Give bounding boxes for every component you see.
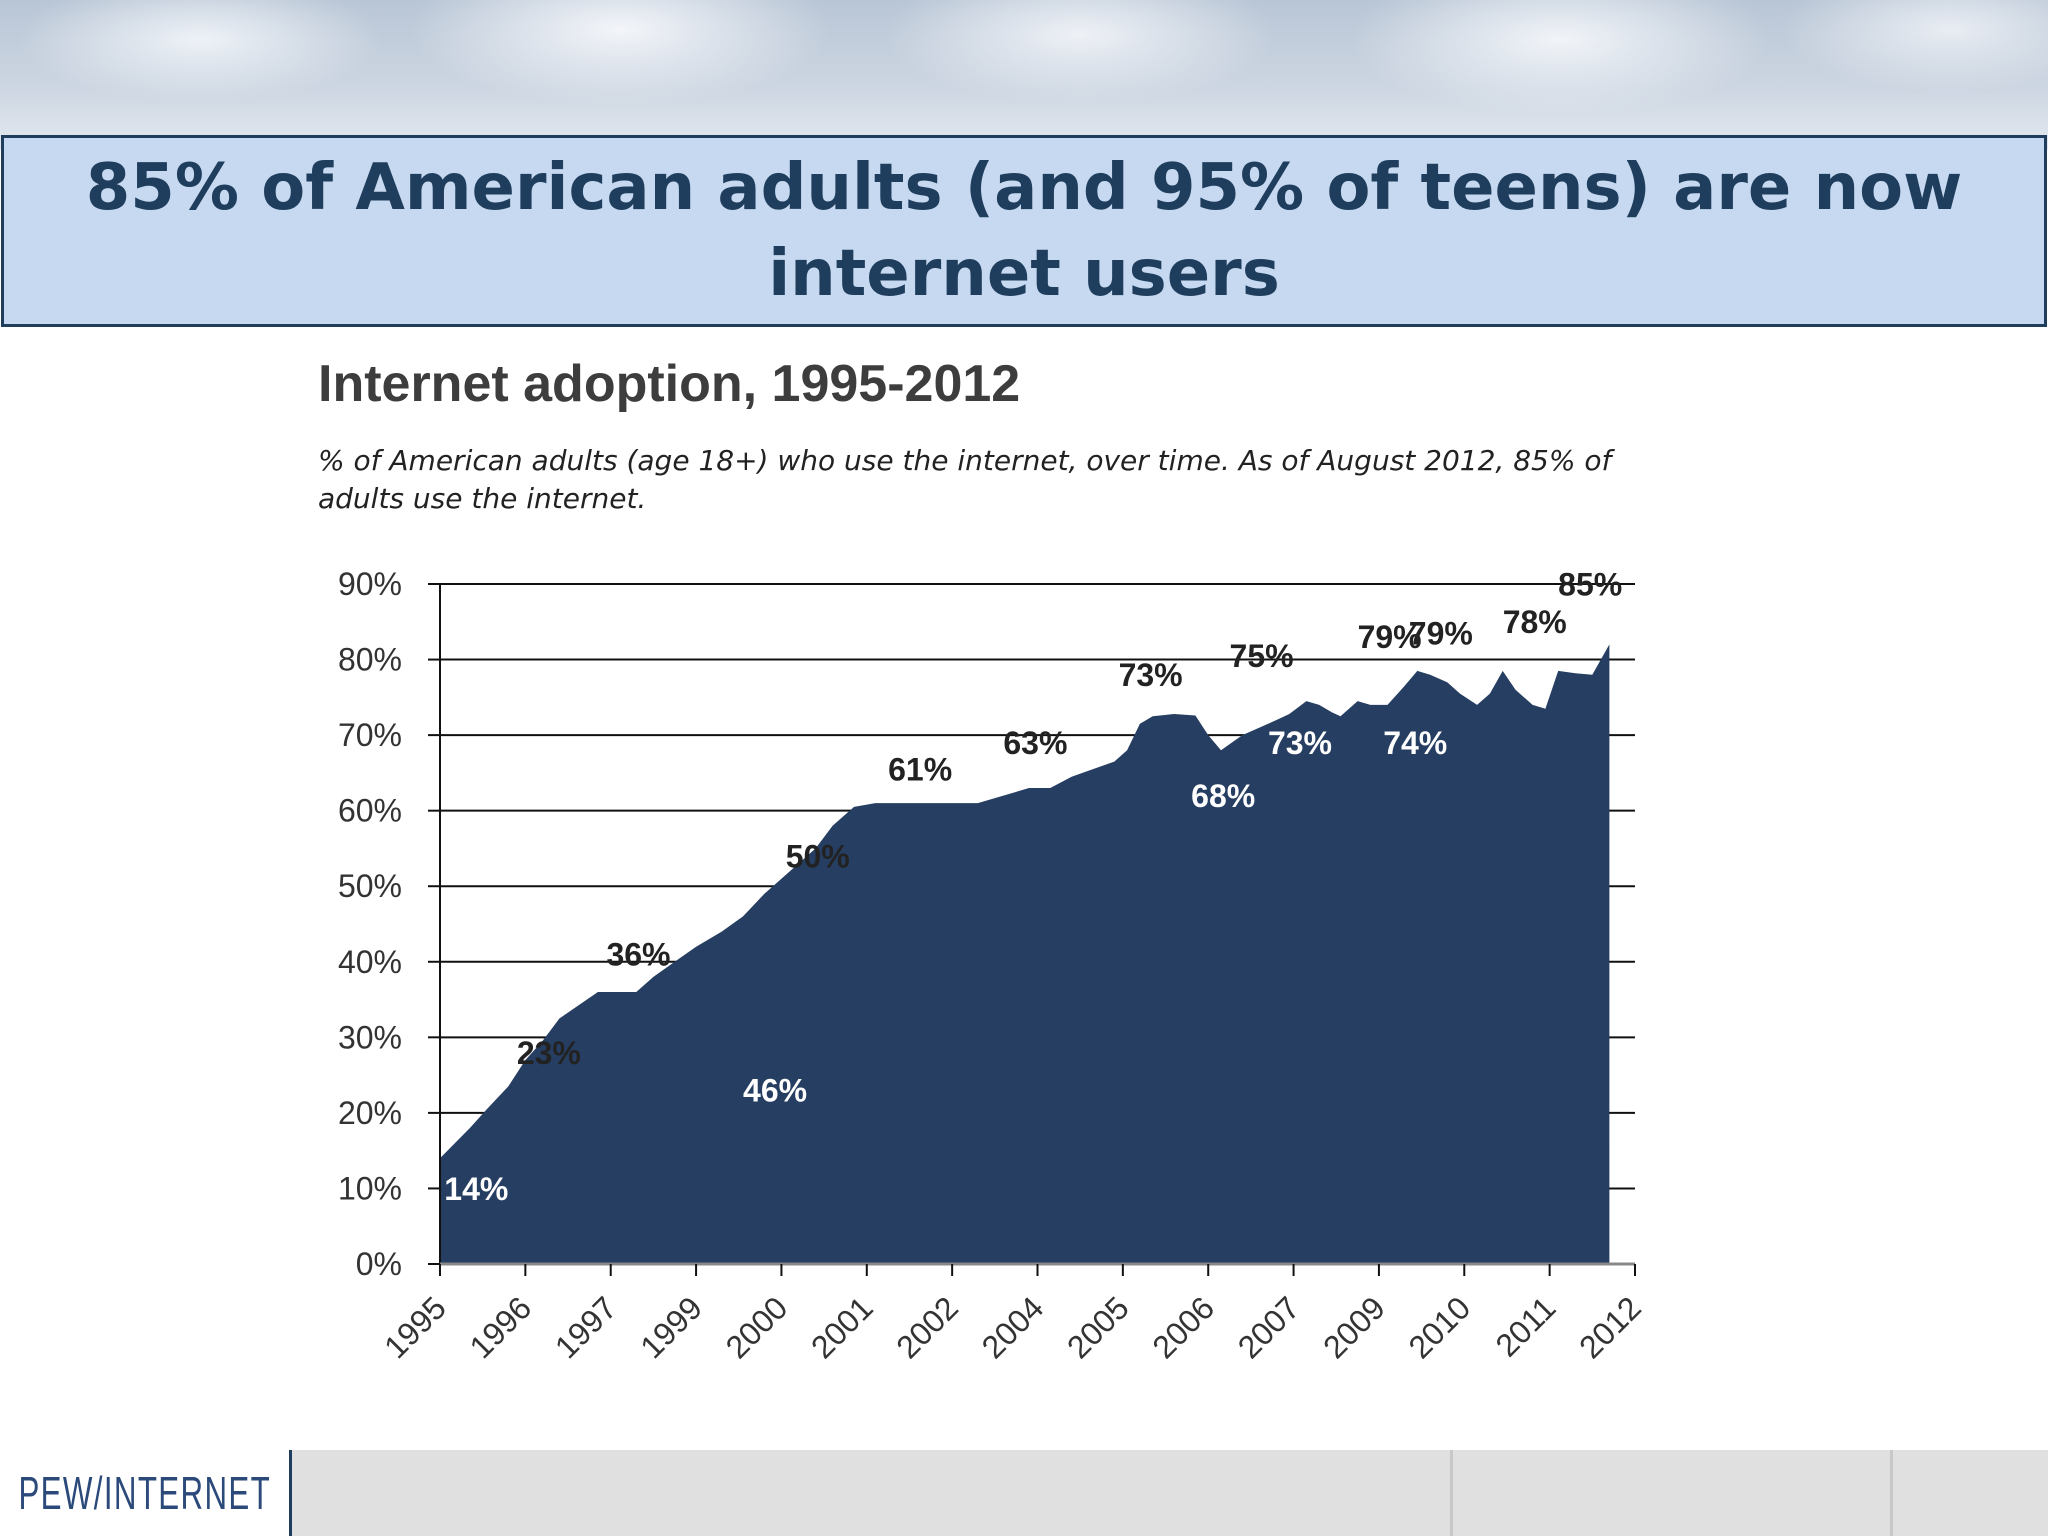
x-tick-label: 1995 bbox=[377, 1289, 453, 1365]
data-label: 73% bbox=[1119, 657, 1183, 693]
slide-headline: 85% of American adults (and 95% of teens… bbox=[85, 151, 1963, 311]
y-tick-label: 60% bbox=[338, 793, 402, 829]
headline-box: 85% of American adults (and 95% of teens… bbox=[1, 135, 2047, 327]
x-tick-label: 2005 bbox=[1060, 1289, 1136, 1365]
y-tick-label: 50% bbox=[338, 868, 402, 904]
internet-adoption-area bbox=[440, 644, 1610, 1264]
x-tick-label: 2011 bbox=[1488, 1289, 1562, 1363]
y-tick-label: 80% bbox=[338, 642, 402, 678]
data-label: 46% bbox=[743, 1073, 807, 1109]
y-tick-label: 10% bbox=[338, 1170, 402, 1206]
x-tick-label: 2007 bbox=[1231, 1289, 1307, 1365]
pew-internet-logo: PEW/INTERNET bbox=[18, 1467, 271, 1519]
x-tick-label: 2009 bbox=[1316, 1289, 1392, 1365]
footer-divider bbox=[1450, 1450, 1453, 1536]
footer-divider bbox=[1890, 1450, 1893, 1536]
data-label: 74% bbox=[1383, 725, 1447, 761]
data-label: 73% bbox=[1268, 725, 1332, 761]
data-label: 50% bbox=[786, 838, 850, 874]
y-tick-label: 20% bbox=[338, 1095, 402, 1131]
data-label: 36% bbox=[606, 937, 670, 973]
x-tick-label: 2001 bbox=[804, 1289, 880, 1365]
x-tick-label: 2006 bbox=[1145, 1289, 1221, 1365]
y-tick-label: 0% bbox=[356, 1246, 402, 1282]
footer-bar: PEW/INTERNET bbox=[0, 1450, 2048, 1536]
y-tick-label: 30% bbox=[338, 1019, 402, 1055]
data-label: 63% bbox=[1003, 725, 1067, 761]
footer-logo-box: PEW/INTERNET bbox=[0, 1450, 292, 1536]
data-label: 78% bbox=[1503, 604, 1567, 640]
data-labels: 14% 23% 36% 46% 50% 61% 63% 73% 68% 75% 73% 79% 74% 7… bbox=[444, 566, 1622, 1206]
data-label: 14% bbox=[444, 1171, 508, 1207]
data-label: 79% bbox=[1409, 615, 1473, 651]
data-label: 75% bbox=[1230, 638, 1294, 674]
x-tick-label: 1999 bbox=[633, 1289, 709, 1365]
x-tick-label: 2000 bbox=[719, 1289, 795, 1365]
x-tick-label: 1997 bbox=[548, 1289, 624, 1365]
chart-panel: Internet adoption, 1995-2012 % of Americ… bbox=[290, 342, 1708, 1450]
keyboard-background-banner bbox=[0, 0, 2048, 150]
data-label: 61% bbox=[888, 751, 952, 787]
y-tick-label: 70% bbox=[338, 717, 402, 753]
data-label: 68% bbox=[1191, 778, 1255, 814]
x-tick-label: 2004 bbox=[975, 1289, 1051, 1365]
internet-adoption-area-chart: 0%10%20%30%40%50%60%70%80%90%1995 1996 199… bbox=[338, 566, 1648, 1365]
data-label: 23% bbox=[517, 1035, 581, 1071]
x-tick-label: 2002 bbox=[889, 1289, 965, 1365]
x-tick-label: 2010 bbox=[1401, 1289, 1477, 1365]
chart-title: Internet adoption, 1995-2012 bbox=[318, 355, 1021, 413]
y-tick-label: 90% bbox=[338, 566, 402, 602]
chart-subtitle: % of American adults (age 18+) who use t… bbox=[318, 444, 1612, 515]
data-label: 85% bbox=[1558, 566, 1622, 602]
y-tick-label: 40% bbox=[338, 944, 402, 980]
area-series bbox=[440, 644, 1610, 1264]
data-label: 79% bbox=[1358, 619, 1422, 655]
x-tick-label: 2012 bbox=[1572, 1289, 1648, 1365]
x-tick-label: 1996 bbox=[463, 1289, 539, 1365]
